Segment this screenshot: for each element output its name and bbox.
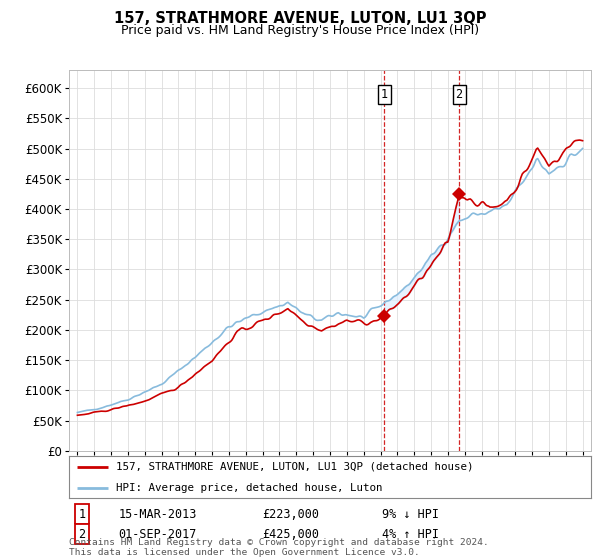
Text: 157, STRATHMORE AVENUE, LUTON, LU1 3QP: 157, STRATHMORE AVENUE, LUTON, LU1 3QP	[114, 11, 486, 26]
Text: 4% ↑ HPI: 4% ↑ HPI	[382, 528, 439, 541]
Text: £425,000: £425,000	[262, 528, 319, 541]
Text: £223,000: £223,000	[262, 507, 319, 521]
Text: 157, STRATHMORE AVENUE, LUTON, LU1 3QP (detached house): 157, STRATHMORE AVENUE, LUTON, LU1 3QP (…	[116, 462, 473, 472]
Text: 9% ↓ HPI: 9% ↓ HPI	[382, 507, 439, 521]
Text: 15-MAR-2013: 15-MAR-2013	[119, 507, 197, 521]
Text: 01-SEP-2017: 01-SEP-2017	[119, 528, 197, 541]
Text: Price paid vs. HM Land Registry's House Price Index (HPI): Price paid vs. HM Land Registry's House …	[121, 24, 479, 36]
Text: 1: 1	[380, 88, 388, 101]
Text: 2: 2	[455, 88, 463, 101]
Text: 1: 1	[79, 507, 86, 521]
Text: Contains HM Land Registry data © Crown copyright and database right 2024.
This d: Contains HM Land Registry data © Crown c…	[69, 538, 489, 557]
Text: HPI: Average price, detached house, Luton: HPI: Average price, detached house, Luto…	[116, 483, 382, 493]
Text: 2: 2	[79, 528, 86, 541]
